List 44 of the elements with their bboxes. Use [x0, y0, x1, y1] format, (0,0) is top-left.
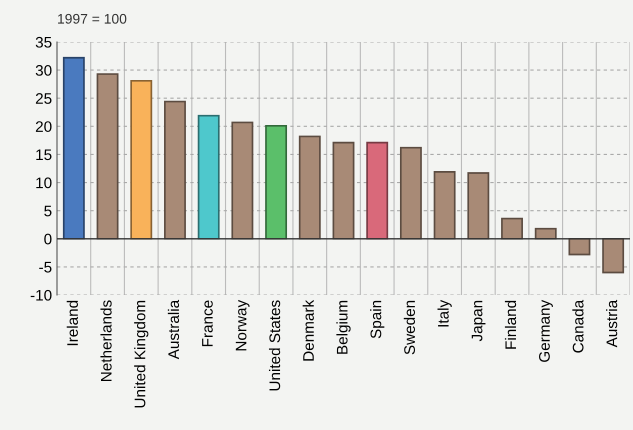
bar: [332, 142, 354, 240]
x-tick-label: Germany: [539, 300, 553, 362]
bar: [568, 238, 590, 256]
x-tick-label: United States: [268, 300, 280, 390]
x-tick-label: Denmark: [302, 300, 314, 361]
y-tick-label: 25: [36, 93, 52, 104]
x-tick-label: France: [202, 300, 213, 346]
bar: [231, 122, 254, 240]
text: 1997 = 100: [58, 14, 126, 24]
y-tick-label: 30: [36, 64, 52, 76]
x-tick-label: Japan: [472, 300, 486, 342]
x-tick-label: Italy: [437, 300, 452, 326]
bar: [96, 73, 119, 240]
bar: [198, 114, 220, 240]
y-tick-label: 20: [36, 121, 52, 132]
x-tick-label: Belgium: [336, 300, 351, 354]
y-tick-label: 5: [44, 206, 52, 216]
y-tick-label: 10: [36, 177, 52, 188]
x-tick-label: Ireland: [66, 300, 78, 346]
bar: [164, 100, 186, 240]
bar: [434, 171, 456, 240]
bar: [130, 80, 152, 240]
y-tick-label: -10: [30, 290, 52, 301]
x-tick-label: Sweden: [404, 300, 416, 354]
bar: [62, 56, 85, 240]
bar: [467, 172, 490, 240]
x-tick-label: Austria: [606, 300, 618, 348]
x-tick-label: Netherlands: [100, 300, 112, 381]
bar: [501, 218, 523, 240]
y-tick-label: 35: [36, 36, 52, 48]
x-tick-label: Canada: [572, 300, 584, 353]
x-tick-label: Finland: [504, 300, 516, 349]
bar: [298, 136, 321, 240]
x-tick-label: Norway: [236, 300, 250, 350]
x-tick-label: Spain: [370, 300, 384, 338]
y-tick-label: 15: [36, 149, 52, 160]
y-tick-label: 0: [44, 234, 52, 244]
x-tick-label: United Kingdom: [134, 300, 148, 408]
bar: [400, 146, 422, 240]
y-tick-label: -5: [39, 262, 52, 273]
bar: [366, 142, 388, 240]
x-tick-label: Australia: [168, 300, 180, 360]
bar: [265, 124, 288, 240]
bar: [602, 238, 624, 274]
